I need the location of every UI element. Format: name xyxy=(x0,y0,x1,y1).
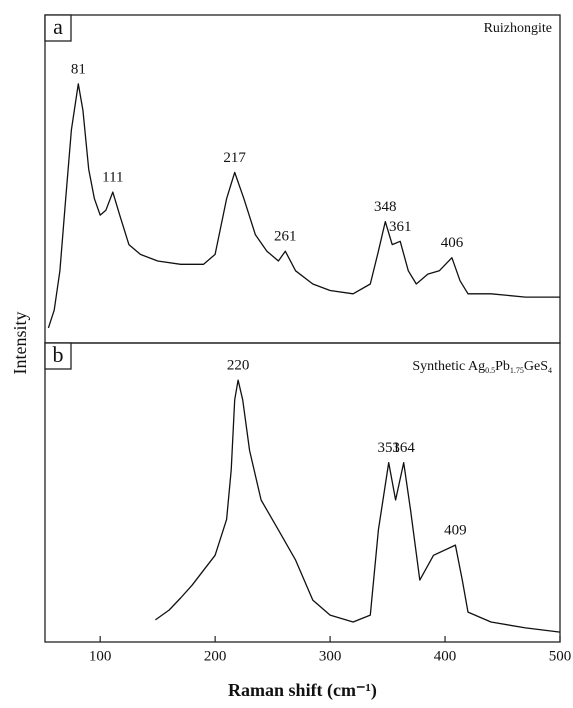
peak-label: 348 xyxy=(374,199,397,215)
x-tick-label: 400 xyxy=(434,648,457,664)
peak-label: 409 xyxy=(444,523,467,539)
subscript: 0.5 xyxy=(485,366,495,375)
spectrum-line xyxy=(47,83,560,329)
panel-label-box xyxy=(44,342,72,370)
sample-text: Pb xyxy=(495,359,510,374)
panel-label-box xyxy=(44,14,72,42)
sample-text: Synthetic Ag xyxy=(412,359,485,374)
spectrum-line xyxy=(155,379,561,633)
panel-label: b xyxy=(53,342,64,367)
sample-label: Synthetic Ag0.5Pb1.75GeS4 xyxy=(412,359,552,375)
subscript: 4 xyxy=(548,366,552,375)
y-axis-label: Intensity xyxy=(10,312,30,375)
peak-label: 261 xyxy=(274,229,297,245)
peak-label: 111 xyxy=(102,170,123,186)
x-tick-label: 100 xyxy=(89,648,112,664)
peak-label: 406 xyxy=(441,235,464,251)
sample-label: Ruizhongite xyxy=(484,21,552,36)
x-axis-label: Raman shift (cm⁻¹) xyxy=(228,680,377,701)
peak-label: 220 xyxy=(227,358,250,374)
peak-label: 351 xyxy=(377,440,400,456)
x-tick-label: 300 xyxy=(319,648,342,664)
subscript: 1.75 xyxy=(510,366,524,375)
peak-label: 361 xyxy=(389,219,412,235)
peak-label: 81 xyxy=(71,61,86,77)
panel-frame xyxy=(44,342,561,643)
x-tick-label: 500 xyxy=(549,648,572,664)
x-tick-label: 200 xyxy=(204,648,227,664)
panel-label: a xyxy=(53,14,63,39)
peak-label: 364 xyxy=(392,440,415,456)
peak-label: 217 xyxy=(223,150,246,166)
sample-text: GeS xyxy=(524,359,548,374)
